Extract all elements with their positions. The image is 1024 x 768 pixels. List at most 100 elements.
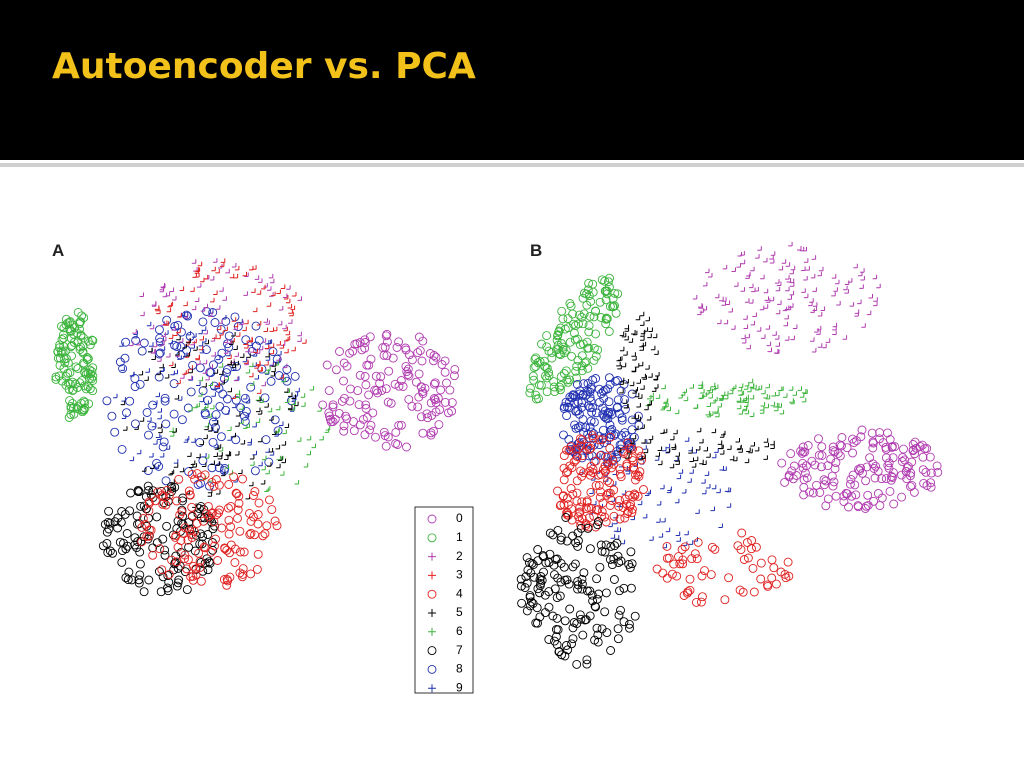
scatter-point (636, 403, 641, 408)
scatter-point (554, 326, 564, 336)
scatter-point (706, 484, 711, 489)
scatter-point (600, 461, 610, 471)
scatter-point (605, 420, 615, 430)
scatter-point (780, 569, 790, 579)
scatter-point (226, 351, 231, 357)
scatter-point (226, 522, 236, 532)
scatter-point (364, 390, 374, 400)
scatter-point (179, 467, 185, 473)
scatter-point (215, 401, 225, 411)
scatter-point (539, 356, 549, 366)
scatter-point (828, 446, 838, 456)
scatter-point (203, 434, 208, 440)
scatter-point (906, 482, 915, 492)
scatter-point (160, 396, 170, 406)
scatter-point (258, 345, 264, 351)
scatter-point (627, 504, 637, 514)
scatter-point (239, 320, 244, 326)
scatter-point (718, 394, 724, 400)
scatter-point (183, 555, 193, 565)
scatter-point (224, 464, 230, 469)
scatter-point (600, 276, 610, 286)
scatter-point (763, 438, 769, 443)
scatter-point (173, 578, 183, 588)
scatter-point (198, 341, 204, 347)
scatter-point (378, 343, 388, 353)
scatter-point (817, 271, 822, 277)
scatter-point (775, 391, 780, 397)
scatter-point (224, 455, 229, 460)
scatter-point (722, 264, 728, 270)
scatter-point (619, 377, 625, 383)
scatter-point (575, 421, 585, 431)
scatter-point (588, 431, 597, 441)
scatter-point (599, 433, 608, 443)
scatter-point (303, 463, 309, 468)
scatter-point (565, 337, 575, 347)
scatter-point (155, 392, 160, 398)
scatter-point (744, 402, 749, 407)
scatter-point (253, 549, 263, 559)
scatter-point (381, 384, 391, 394)
scatter-point (536, 579, 546, 588)
legend-label: 8 (456, 662, 463, 676)
scatter-point (559, 451, 569, 461)
scatter-point (823, 461, 833, 471)
scatter-point (661, 384, 666, 390)
scatter-point (885, 486, 895, 496)
scatter-point (155, 333, 165, 343)
scatter-point (684, 530, 689, 536)
scatter-point (563, 377, 573, 387)
scatter-point (254, 498, 264, 508)
scatter-point (119, 538, 128, 548)
scatter-point (722, 466, 727, 471)
scatter-point (245, 368, 251, 374)
scatter-point (920, 444, 930, 454)
scatter-point (232, 489, 242, 499)
scatter-point (297, 296, 302, 301)
scatter-point (775, 286, 781, 292)
scatter-point (641, 439, 646, 444)
scatter-point (533, 545, 543, 554)
scatter-point (810, 273, 816, 279)
scatter-point (749, 299, 754, 304)
scatter-point (595, 562, 605, 572)
scatter-point (589, 355, 599, 365)
scatter-point (573, 536, 583, 546)
scatter-point (745, 333, 750, 339)
scatter-point (222, 368, 231, 378)
scatter-point (749, 394, 755, 400)
scatter-point (693, 537, 703, 547)
scatter-point (803, 293, 809, 299)
scatter-point (751, 287, 756, 293)
scatter-point (600, 385, 610, 395)
scatter-point (69, 403, 78, 413)
scatter-point (155, 544, 165, 554)
scatter-point (227, 387, 232, 393)
scatter-point (164, 321, 170, 326)
scatter-point (550, 584, 560, 594)
scatter-point (371, 432, 380, 442)
slide-title: Autoencoder vs. PCA (52, 46, 476, 87)
scatter-point (270, 372, 275, 377)
scatter-point (593, 520, 603, 530)
panel-label: B (530, 241, 542, 260)
scatter-point (63, 368, 73, 378)
scatter-point (418, 336, 428, 346)
scatter-point (675, 452, 680, 457)
scatter-point (234, 491, 244, 501)
scatter-point (191, 438, 196, 443)
scatter-point (899, 444, 908, 454)
legend-label: 0 (456, 511, 463, 525)
scatter-point (210, 318, 220, 327)
scatter-point (125, 396, 135, 406)
scatter-point (640, 336, 645, 341)
scatter-point (632, 330, 638, 336)
scatter-point (339, 393, 349, 403)
scatter-point (161, 332, 166, 337)
scatter-point (750, 266, 755, 272)
scatter-point (139, 417, 145, 422)
scatter-point (579, 568, 589, 578)
scatter-point (554, 647, 564, 656)
scatter-point (51, 372, 61, 382)
